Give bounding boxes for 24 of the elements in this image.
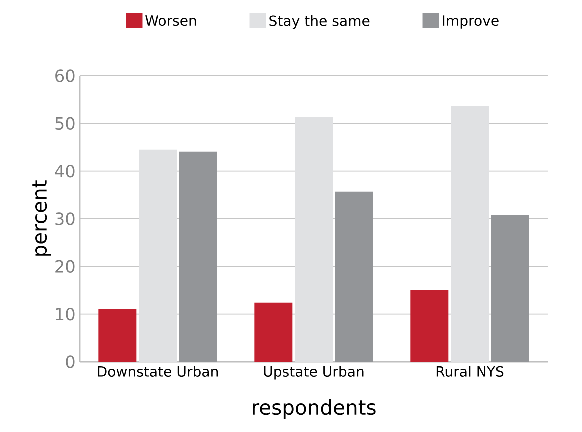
legend-label: Improve [443,16,499,29]
y-tick-label: 0 [66,356,75,368]
bar [450,106,489,362]
y-tick-label: 10 [56,308,75,321]
bar [254,302,293,362]
bar [179,152,218,362]
x-axis-title: respondents [253,399,376,420]
bar [410,290,449,362]
y-tick-label: 50 [56,117,75,130]
bar [98,309,137,362]
x-tick-label: Upstate Urban [264,366,364,380]
legend-label: Stay the same [270,15,370,30]
bar [139,150,178,362]
y-tick-label: 40 [55,164,75,178]
y-tick-label: 30 [56,212,75,226]
x-tick-label: Rural NYS [436,366,504,378]
bar [491,215,530,362]
x-tick-label: Downstate Urban [98,366,218,378]
bar [335,192,374,362]
bar [295,116,333,362]
legend-label: Worsen [146,16,196,26]
y-tick-label: 60 [56,70,75,82]
y-axis-title: percent [32,180,52,256]
y-tick-label: 20 [56,260,75,274]
